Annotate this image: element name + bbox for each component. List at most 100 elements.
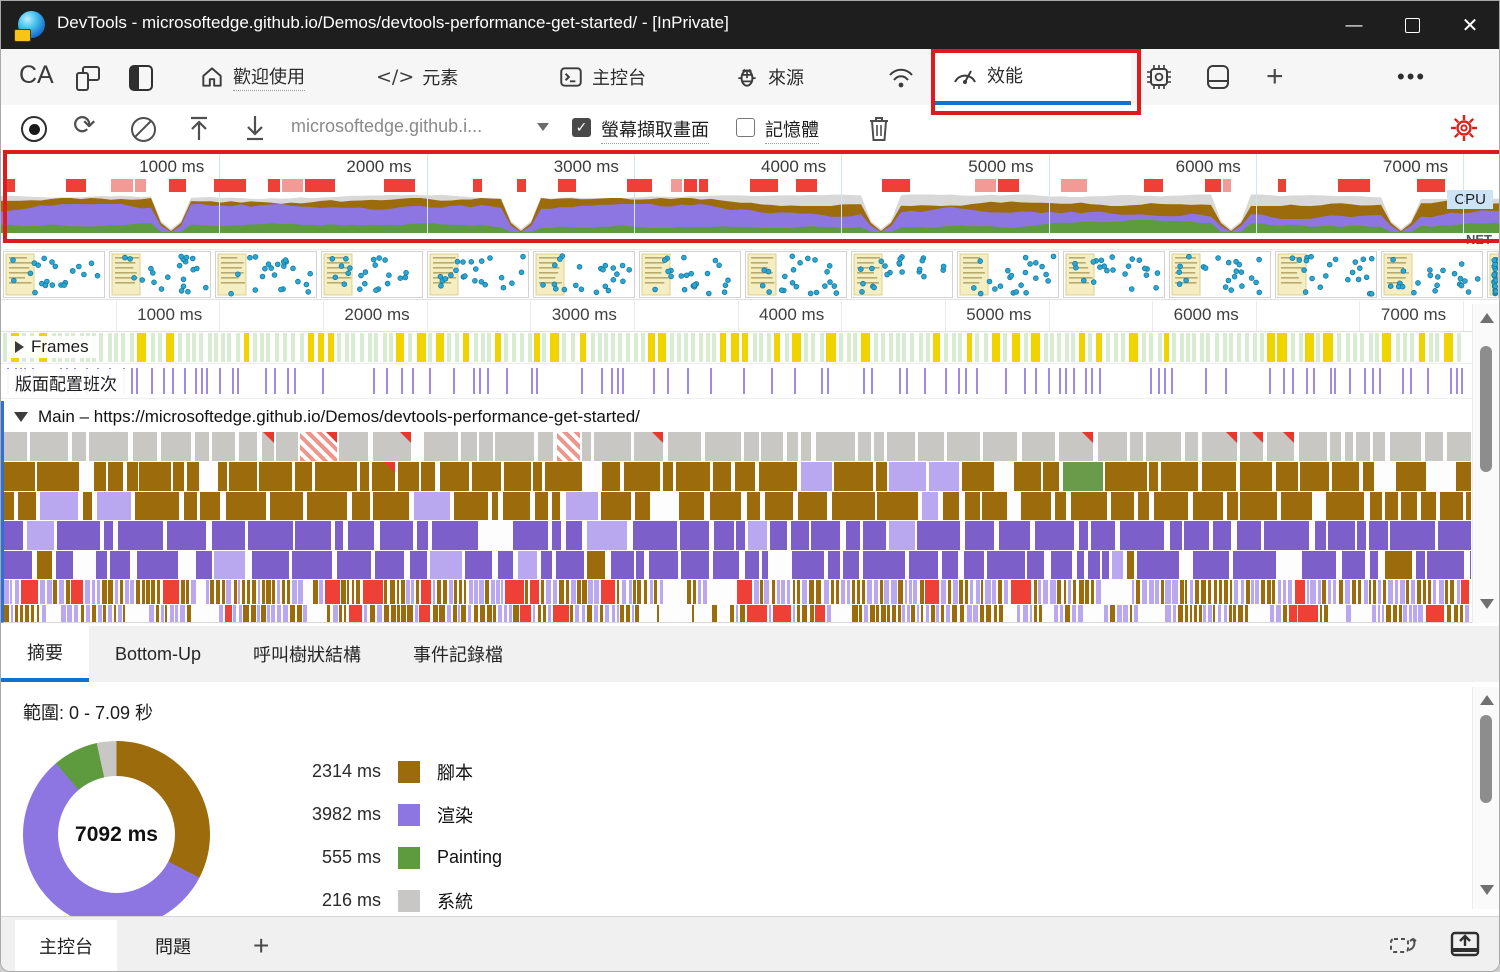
frame-bar[interactable] — [669, 333, 674, 362]
frame-bar[interactable] — [1345, 333, 1350, 362]
layout-shift-marker[interactable] — [135, 368, 138, 394]
summary-scrollbar[interactable] — [1472, 687, 1499, 909]
flame-segment[interactable] — [1104, 462, 1148, 491]
frame-bar[interactable] — [1403, 333, 1408, 362]
flame-segment[interactable] — [372, 462, 395, 491]
flame-segment[interactable] — [1073, 580, 1077, 604]
record-button[interactable] — [21, 116, 47, 142]
flame-segment[interactable] — [1207, 605, 1212, 622]
flame-segment[interactable] — [602, 462, 620, 491]
flame-segment[interactable] — [432, 605, 438, 622]
flame-segment[interactable] — [1198, 605, 1203, 622]
flame-segment[interactable] — [276, 432, 298, 461]
layout-shift-marker[interactable] — [906, 368, 909, 394]
frame-bar[interactable] — [1222, 333, 1227, 362]
flame-segment[interactable] — [452, 605, 457, 622]
flame-segment[interactable] — [200, 492, 221, 520]
layout-shift-marker[interactable] — [710, 368, 713, 394]
flame-segment[interactable] — [1324, 605, 1329, 622]
layout-shift-marker[interactable] — [1084, 368, 1087, 394]
flame-segment[interactable] — [747, 605, 768, 622]
frame-bar[interactable] — [676, 333, 681, 362]
flame-segment[interactable] — [1369, 521, 1388, 550]
flame-segment[interactable] — [454, 580, 458, 604]
flame-segment[interactable] — [11, 605, 14, 622]
flame-segment[interactable] — [636, 551, 644, 579]
flame-segment[interactable] — [503, 605, 508, 622]
flame-segment[interactable] — [600, 580, 615, 604]
flame-segment[interactable] — [919, 580, 924, 604]
flame-segment[interactable] — [150, 580, 155, 604]
flame-segment[interactable] — [1192, 492, 1223, 520]
layout-shift-marker[interactable] — [1456, 368, 1459, 394]
frame-bar[interactable] — [396, 333, 404, 362]
flame-segment[interactable] — [1344, 432, 1354, 461]
flame-segment[interactable] — [1185, 580, 1188, 604]
flame-segment[interactable] — [503, 462, 532, 491]
layout-shift-marker[interactable] — [1204, 368, 1207, 394]
frame-bar[interactable] — [1206, 333, 1211, 362]
flame-segment[interactable] — [770, 521, 787, 550]
flame-segment[interactable] — [1218, 580, 1222, 604]
flame-segment[interactable] — [61, 605, 66, 622]
flame-segment[interactable] — [184, 492, 198, 520]
flame-segment[interactable] — [1406, 580, 1409, 604]
flame-segment[interactable] — [339, 605, 343, 622]
screenshot-thumbnail[interactable] — [957, 251, 1059, 298]
flame-segment[interactable] — [577, 580, 581, 604]
flame-segment[interactable] — [70, 580, 84, 604]
frame-bar[interactable] — [427, 333, 432, 362]
flame-segment[interactable] — [229, 462, 257, 491]
flame-segment[interactable] — [1422, 580, 1427, 604]
frame-bar[interactable] — [826, 333, 836, 362]
flame-segment[interactable] — [396, 580, 400, 604]
flame-segment[interactable] — [816, 580, 822, 604]
flame-segment[interactable] — [1071, 492, 1108, 520]
frame-bar[interactable] — [374, 333, 379, 362]
flame-segment[interactable] — [401, 605, 407, 622]
layout-shift-marker[interactable] — [206, 368, 209, 394]
flame-segment[interactable] — [1281, 492, 1313, 520]
flame-segment[interactable] — [1345, 580, 1350, 604]
flame-segment[interactable] — [495, 432, 534, 461]
flame-segment[interactable] — [233, 580, 237, 604]
layout-shift-marker[interactable] — [899, 368, 902, 394]
flame-segment[interactable] — [918, 432, 945, 461]
flame-segment[interactable] — [1116, 605, 1122, 622]
flame-segment[interactable] — [679, 521, 709, 550]
layout-shift-marker[interactable] — [400, 368, 403, 394]
flame-segment[interactable] — [237, 580, 241, 604]
screenshot-thumbnail[interactable] — [427, 251, 529, 298]
flame-segment[interactable] — [909, 580, 912, 604]
more-tabs-button[interactable]: + — [1266, 49, 1284, 105]
flame-segment[interactable] — [587, 580, 593, 604]
layout-shift-marker[interactable] — [1065, 368, 1068, 394]
frame-bar[interactable] — [1199, 333, 1204, 362]
frame-bar[interactable] — [975, 333, 980, 362]
screenshot-thumbnail[interactable] — [215, 251, 317, 298]
frame-bar[interactable] — [1457, 333, 1462, 362]
flame-segment[interactable] — [36, 605, 39, 622]
flame-segment[interactable] — [593, 605, 598, 622]
frame-bar[interactable] — [712, 333, 717, 362]
flame-segment[interactable] — [921, 605, 924, 622]
frame-bar[interactable] — [542, 333, 547, 362]
flame-segment[interactable] — [270, 492, 304, 520]
flame-segment[interactable] — [866, 580, 873, 604]
frame-bar[interactable] — [1337, 333, 1342, 362]
flame-segment[interactable] — [686, 580, 691, 604]
flame-segment[interactable] — [479, 580, 484, 604]
flame-segment[interactable] — [540, 551, 553, 579]
flame-segment[interactable] — [1415, 551, 1425, 579]
flame-segment[interactable] — [802, 580, 808, 604]
frame-bar[interactable] — [1381, 333, 1391, 362]
flame-segment[interactable] — [439, 462, 469, 491]
flame-segment[interactable] — [827, 605, 831, 622]
flame-segment[interactable] — [110, 551, 131, 579]
flame-segment[interactable] — [1189, 605, 1193, 622]
flame-segment[interactable] — [118, 521, 164, 550]
flame-segment[interactable] — [746, 492, 760, 520]
frame-bar[interactable] — [1291, 333, 1296, 362]
flame-segment[interactable] — [925, 580, 940, 604]
flame-segment[interactable] — [1238, 605, 1244, 622]
